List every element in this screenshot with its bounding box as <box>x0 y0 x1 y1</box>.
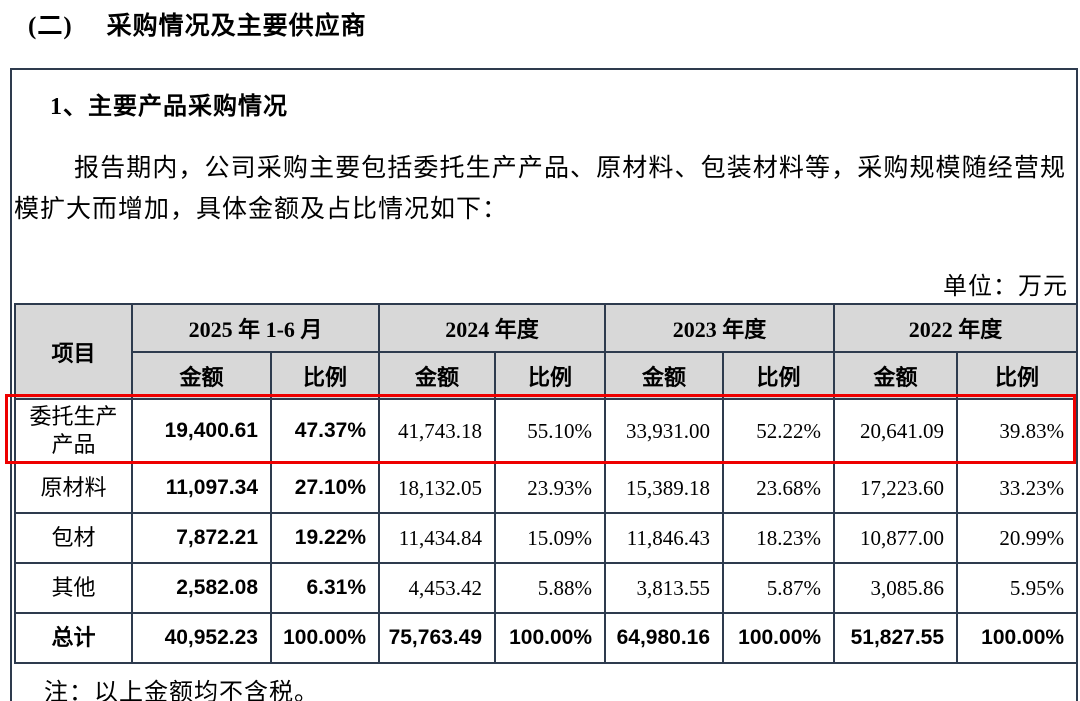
row-label: 委托生产产品 <box>14 398 133 464</box>
table-cell: 55.10% <box>494 398 607 464</box>
period-header-2025: 2025 年 1-6 月 <box>130 303 381 353</box>
table-cell: 15,389.18 <box>604 462 725 514</box>
procurement-table: 项目 2025 年 1-6 月 2024 年度 2023 年度 2022 年度 … <box>14 303 1079 664</box>
subheader-amount: 金额 <box>131 351 272 400</box>
table-cell: 5.88% <box>494 562 607 614</box>
table-cell: 5.95% <box>956 562 1079 614</box>
table-cell: 11,434.84 <box>378 512 497 564</box>
table-row-outsourced-production: 委托生产产品 19,400.61 47.37% 41,743.18 55.10%… <box>14 398 1079 464</box>
subheader-amount: 金额 <box>378 351 497 400</box>
section-heading: (二) 采购情况及主要供应商 <box>28 6 367 42</box>
row-label: 原材料 <box>14 462 133 514</box>
table-cell: 3,085.86 <box>833 562 959 614</box>
table-row-other: 其他 2,582.08 6.31% 4,453.42 5.88% 3,813.5… <box>14 562 1079 614</box>
table-cell: 19.22% <box>269 512 381 564</box>
table-cell: 64,980.16 <box>604 612 725 664</box>
period-header-2024: 2024 年度 <box>378 303 607 353</box>
table-cell: 11,097.34 <box>131 462 272 514</box>
table-cell: 17,223.60 <box>833 462 959 514</box>
table-cell: 23.93% <box>494 462 607 514</box>
section-number: (二) <box>28 13 73 40</box>
table-cell: 100.00% <box>956 612 1079 664</box>
table-cell: 11,846.43 <box>604 512 725 564</box>
subsection-title: 1、主要产品采购情况 <box>50 94 288 120</box>
table-cell: 100.00% <box>269 612 381 664</box>
table-cell: 27.10% <box>269 462 381 514</box>
table-cell: 75,763.49 <box>378 612 497 664</box>
table-cell: 2,582.08 <box>131 562 272 614</box>
period-header-2022: 2022 年度 <box>833 303 1079 353</box>
row-label: 包材 <box>14 512 133 564</box>
table-cell: 15.09% <box>494 512 607 564</box>
table-cell: 18.23% <box>722 512 836 564</box>
table-row-packaging: 包材 7,872.21 19.22% 11,434.84 15.09% 11,8… <box>14 512 1079 564</box>
table-cell: 4,453.42 <box>378 562 497 614</box>
table-cell: 20,641.09 <box>833 398 959 464</box>
period-header-2023: 2023 年度 <box>604 303 836 353</box>
table-cell: 33.23% <box>956 462 1079 514</box>
row-label: 其他 <box>14 562 133 614</box>
table-cell: 3,813.55 <box>604 562 725 614</box>
intro-paragraph: 报告期内，公司采购主要包括委托生产产品、原材料、包装材料等，采购规模随经营规模扩… <box>14 155 1066 223</box>
table-cell: 7,872.21 <box>131 512 272 564</box>
table-cell: 6.31% <box>269 562 381 614</box>
table-cell: 33,931.00 <box>604 398 725 464</box>
subheader-amount: 金额 <box>833 351 959 400</box>
table-cell: 23.68% <box>722 462 836 514</box>
table-cell: 19,400.61 <box>131 398 272 464</box>
subheader-amount: 金额 <box>604 351 725 400</box>
table-row-total: 总计 40,952.23 100.00% 75,763.49 100.00% 6… <box>14 612 1079 664</box>
table-row-raw-materials: 原材料 11,097.34 27.10% 18,132.05 23.93% 15… <box>14 462 1079 514</box>
subheader-ratio: 比例 <box>494 351 607 400</box>
row-label: 总计 <box>14 612 133 664</box>
table-cell: 18,132.05 <box>378 462 497 514</box>
table-cell: 47.37% <box>269 398 381 464</box>
table-cell: 41,743.18 <box>378 398 497 464</box>
table-cell: 20.99% <box>956 512 1079 564</box>
table-cell: 10,877.00 <box>833 512 959 564</box>
section-title-text: 采购情况及主要供应商 <box>106 13 367 40</box>
table-cell: 100.00% <box>494 612 607 664</box>
table-cell: 52.22% <box>722 398 836 464</box>
column-header-item: 项目 <box>14 303 133 400</box>
table-header-row-subs: 金额 比例 金额 比例 金额 比例 金额 比例 <box>15 351 1079 400</box>
content-box: 1、主要产品采购情况 报告期内，公司采购主要包括委托生产产品、原材料、包装材料等… <box>10 68 1079 701</box>
table-cell: 100.00% <box>722 612 836 664</box>
subheader-ratio: 比例 <box>722 351 836 400</box>
table-cell: 39.83% <box>956 398 1079 464</box>
subheader-ratio: 比例 <box>269 351 381 400</box>
unit-label: 单位：万元 <box>943 274 1068 300</box>
table-cell: 5.87% <box>722 562 836 614</box>
table-cell: 40,952.23 <box>131 612 272 664</box>
table-note: 注：以上金额均不含税。 <box>44 680 319 701</box>
table-header-row-periods: 项目 2025 年 1-6 月 2024 年度 2023 年度 2022 年度 <box>14 303 1079 400</box>
table-cell: 51,827.55 <box>833 612 959 664</box>
subheader-ratio: 比例 <box>956 351 1079 400</box>
